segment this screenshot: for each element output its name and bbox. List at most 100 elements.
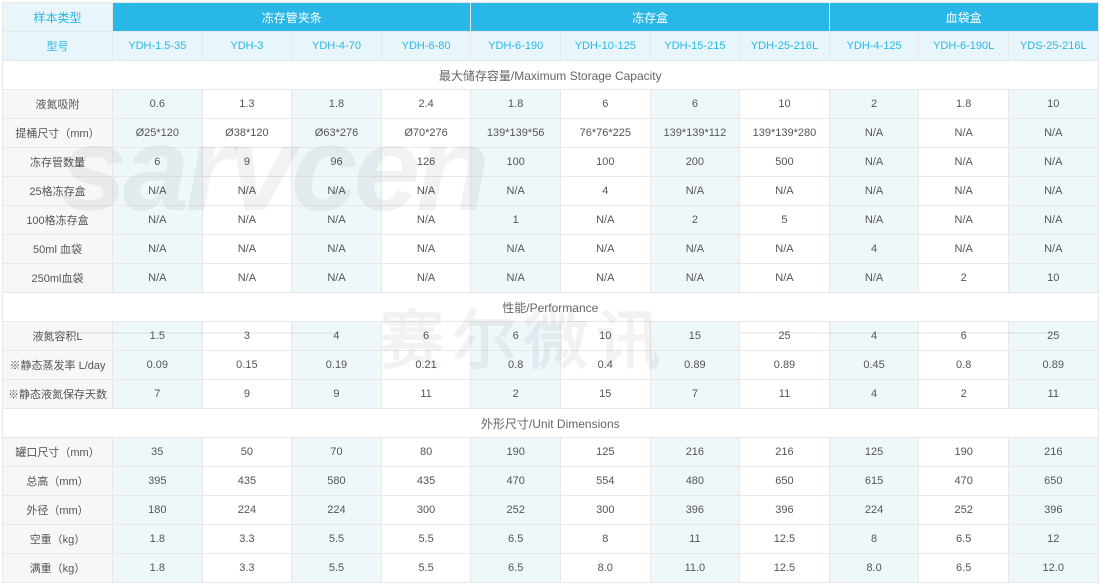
cell: 1.8 (471, 90, 561, 119)
cell: 125 (829, 438, 919, 467)
cell: 650 (1008, 467, 1098, 496)
cell: 6 (919, 322, 1009, 351)
row-label: ※静态蒸发率 L/day (3, 351, 113, 380)
cell: 12.0 (1008, 554, 1098, 583)
cell: 480 (650, 467, 740, 496)
cell: N/A (740, 264, 830, 293)
section-title: 外形尺寸/Unit Dimensions (3, 409, 1099, 438)
cell: N/A (1008, 177, 1098, 206)
section-title: 最大储存容量/Maximum Storage Capacity (3, 61, 1099, 90)
cell: 96 (292, 148, 382, 177)
cell: 76*76*225 (560, 119, 650, 148)
cell: 6.5 (471, 525, 561, 554)
cell: N/A (202, 206, 292, 235)
row-label: 提桶尺寸（mm） (3, 119, 113, 148)
cell: 10 (1008, 90, 1098, 119)
cell: 0.8 (471, 351, 561, 380)
header-group: 冻存管夹条 (113, 3, 471, 32)
cell: N/A (381, 235, 471, 264)
cell: N/A (829, 148, 919, 177)
cell: 0.19 (292, 351, 382, 380)
cell: 470 (471, 467, 561, 496)
cell: N/A (1008, 148, 1098, 177)
cell: N/A (919, 177, 1009, 206)
cell: 300 (560, 496, 650, 525)
cell: Ø70*276 (381, 119, 471, 148)
model-header: YDH-1.5-35 (113, 32, 203, 61)
cell: 615 (829, 467, 919, 496)
cell: 80 (381, 438, 471, 467)
cell: 100 (471, 148, 561, 177)
cell: 2 (829, 90, 919, 119)
cell: 5.5 (381, 525, 471, 554)
cell: 35 (113, 438, 203, 467)
cell: 6.5 (471, 554, 561, 583)
cell: N/A (292, 177, 382, 206)
header-group: 冻存盒 (471, 3, 829, 32)
cell: 50 (202, 438, 292, 467)
cell: 11 (650, 525, 740, 554)
cell: 1.8 (919, 90, 1009, 119)
row-label: 总高（mm） (3, 467, 113, 496)
cell: 1.3 (202, 90, 292, 119)
cell: Ø38*120 (202, 119, 292, 148)
model-header: YDH-6-190L (919, 32, 1009, 61)
cell: 126 (381, 148, 471, 177)
cell: 2 (919, 264, 1009, 293)
cell: N/A (113, 206, 203, 235)
cell: 4 (560, 177, 650, 206)
cell: 12.5 (740, 554, 830, 583)
cell: 11.0 (650, 554, 740, 583)
cell: 216 (650, 438, 740, 467)
cell: 25 (1008, 322, 1098, 351)
cell: N/A (1008, 235, 1098, 264)
cell: N/A (1008, 206, 1098, 235)
row-label: 液氮容积L (3, 322, 113, 351)
cell: 554 (560, 467, 650, 496)
cell: 0.89 (1008, 351, 1098, 380)
cell: 470 (919, 467, 1009, 496)
cell: 6.5 (919, 554, 1009, 583)
cell: 224 (829, 496, 919, 525)
model-header: YDH-6-190 (471, 32, 561, 61)
cell: 190 (919, 438, 1009, 467)
model-header: YDS-25-216L (1008, 32, 1098, 61)
cell: N/A (740, 177, 830, 206)
cell: N/A (113, 264, 203, 293)
cell: 0.15 (202, 351, 292, 380)
model-header: YDH-15-215 (650, 32, 740, 61)
cell: 0.89 (650, 351, 740, 380)
cell: 12 (1008, 525, 1098, 554)
cell: 396 (650, 496, 740, 525)
cell: 0.09 (113, 351, 203, 380)
row-label: 25格冻存盒 (3, 177, 113, 206)
cell: 6 (381, 322, 471, 351)
cell: 7 (650, 380, 740, 409)
cell: N/A (829, 206, 919, 235)
cell: 15 (650, 322, 740, 351)
cell: 7 (113, 380, 203, 409)
row-label: 空重（kg） (3, 525, 113, 554)
cell: 395 (113, 467, 203, 496)
cell: N/A (113, 177, 203, 206)
cell: 8.0 (829, 554, 919, 583)
cell: 125 (560, 438, 650, 467)
cell: N/A (560, 206, 650, 235)
cell: 2 (471, 380, 561, 409)
cell: 139*139*56 (471, 119, 561, 148)
cell: 6 (560, 90, 650, 119)
cell: 0.89 (740, 351, 830, 380)
cell: N/A (829, 177, 919, 206)
cell: N/A (560, 264, 650, 293)
cell: 224 (202, 496, 292, 525)
cell: 252 (919, 496, 1009, 525)
cell: Ø63*276 (292, 119, 382, 148)
cell: N/A (829, 119, 919, 148)
cell: 190 (471, 438, 561, 467)
model-header: YDH-6-80 (381, 32, 471, 61)
cell: N/A (919, 235, 1009, 264)
cell: 1.8 (113, 554, 203, 583)
cell: 100 (560, 148, 650, 177)
cell: 10 (740, 90, 830, 119)
cell: 9 (292, 380, 382, 409)
